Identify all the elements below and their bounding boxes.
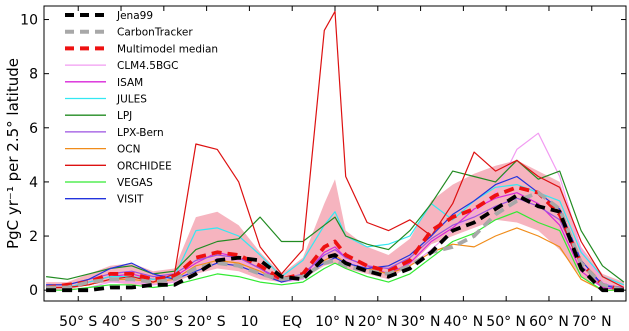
legend-label: ISAM xyxy=(117,77,143,89)
y-tick-label: 8 xyxy=(29,67,38,83)
legend-label: ORCHIDEE xyxy=(117,160,172,172)
x-tick-label: 60° N xyxy=(529,314,569,330)
legend-label: LPJ xyxy=(117,110,132,122)
model-spread-band-layer xyxy=(46,160,624,291)
y-tick-label: 0 xyxy=(29,283,38,299)
legend-label: CarbonTracker xyxy=(117,27,193,39)
tick-layer: 0 2 4 6 8 10 50° S 40° S 30° S 20° S 10 EQ 10° N 20° … xyxy=(20,6,626,330)
x-tick-label: 40° N xyxy=(444,314,484,330)
y-tick-label: 2 xyxy=(29,229,38,245)
series-line-visit xyxy=(46,175,625,291)
x-tick-label: 30° N xyxy=(401,314,441,330)
legend-label: VEGAS xyxy=(117,177,153,189)
series-line-jena99 xyxy=(46,193,624,293)
x-tick-label: 70° N xyxy=(572,314,612,330)
legend: Jena99 CarbonTracker Multimodel median CLM4… xyxy=(65,10,218,206)
x-tick-label: 10 xyxy=(240,314,258,330)
legend-label: CLM4.5BGC xyxy=(117,60,178,72)
legend-label: OCN xyxy=(117,144,140,156)
x-tick-label: 20° S xyxy=(188,314,226,330)
y-tick-label: 4 xyxy=(29,175,38,191)
legend-label: VISIT xyxy=(117,194,144,206)
model-spread-band xyxy=(46,160,624,291)
x-tick-label: 50° S xyxy=(59,314,97,330)
y-axis-label: PgC yr⁻¹ per 2.5° latitude xyxy=(4,58,22,249)
x-tick-label: 20° N xyxy=(358,314,398,330)
x-tick-label: 40° S xyxy=(102,314,140,330)
x-tick-label: 50° N xyxy=(486,314,526,330)
x-tick-label: EQ xyxy=(282,314,302,330)
legend-label: JULES xyxy=(116,94,147,106)
series-line-multimodel-median xyxy=(45,185,625,293)
series-layer xyxy=(45,10,625,293)
x-tick-label: 30° S xyxy=(145,314,183,330)
y-tick-label: 6 xyxy=(29,121,38,137)
y-tick-label: 10 xyxy=(20,13,38,29)
legend-label: Multimodel median xyxy=(117,43,218,55)
x-tick-label: 10° N xyxy=(315,314,355,330)
legend-label: LPX-Bern xyxy=(117,127,164,139)
legend-label: Jena99 xyxy=(116,10,153,22)
series-line-lpj xyxy=(46,159,625,283)
